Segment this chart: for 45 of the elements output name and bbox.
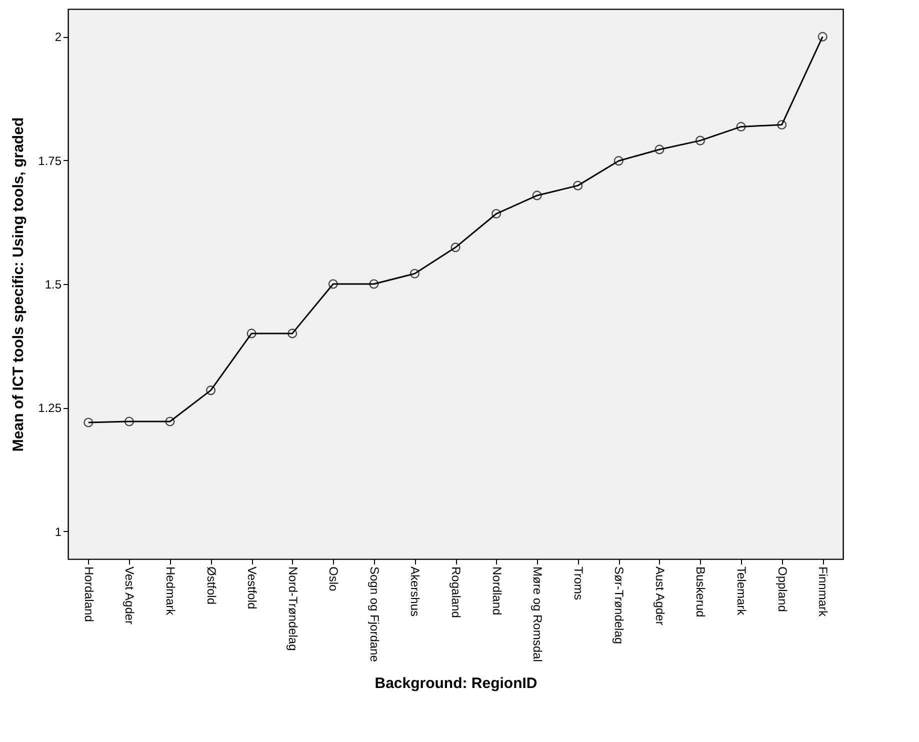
- x-tick-label: Vestfold: [245, 566, 260, 610]
- x-tick-label: Vest Agder: [122, 566, 137, 625]
- y-tick-label: 1.25: [38, 401, 62, 416]
- x-tick-label: Oppland: [775, 566, 790, 612]
- point: [206, 386, 216, 396]
- x-tick-label: Rogaland: [449, 566, 463, 618]
- point: [695, 136, 706, 146]
- point: [165, 416, 175, 426]
- point: [532, 190, 542, 200]
- x-tick-label: Hedmark: [163, 566, 178, 616]
- x-tick-label: Nord-Trøndelag: [286, 566, 300, 651]
- point: [614, 156, 624, 166]
- point: [328, 279, 338, 289]
- point: [654, 144, 664, 154]
- x-tick-label: Østfold: [204, 566, 218, 605]
- point: [84, 418, 94, 428]
- y-tick-label: 1.5: [44, 278, 62, 292]
- y-tick-label: 1.75: [38, 154, 62, 168]
- point: [124, 416, 134, 426]
- x-tick-label: Akershus: [408, 566, 422, 617]
- y-tick-label: 2: [54, 30, 62, 44]
- point: [246, 328, 256, 338]
- point: [818, 32, 828, 42]
- y-axis-title: Mean of ICT tools specific: Using tools, graded: [10, 117, 28, 452]
- x-tick-label: Nordland: [490, 566, 504, 616]
- point: [410, 268, 420, 278]
- point: [369, 279, 379, 289]
- x-tick-label: Troms: [571, 566, 586, 600]
- point: [573, 180, 583, 190]
- x-tick-label: Aust Agder: [652, 566, 667, 626]
- x-tick-label: Sogn og Fjordane: [367, 566, 382, 662]
- point: [492, 208, 502, 219]
- point: [450, 242, 460, 252]
- y-tick-label: 1: [54, 524, 62, 539]
- x-tick-label: Hordaland: [82, 566, 96, 622]
- x-tick-label: Finnmark: [816, 566, 830, 618]
- x-tick-label: Oslo: [326, 566, 341, 592]
- point: [736, 122, 746, 132]
- x-axis-title: Background: RegionID: [374, 674, 538, 692]
- x-tick-label: Sør-Trøndelag: [612, 566, 626, 644]
- x-tick-label: Buskerud: [694, 566, 708, 618]
- x-tick-label: Møre og Romsdal: [530, 566, 545, 662]
- x-tick-label: Telemark: [734, 566, 749, 616]
- point: [777, 120, 787, 130]
- point: [288, 328, 298, 338]
